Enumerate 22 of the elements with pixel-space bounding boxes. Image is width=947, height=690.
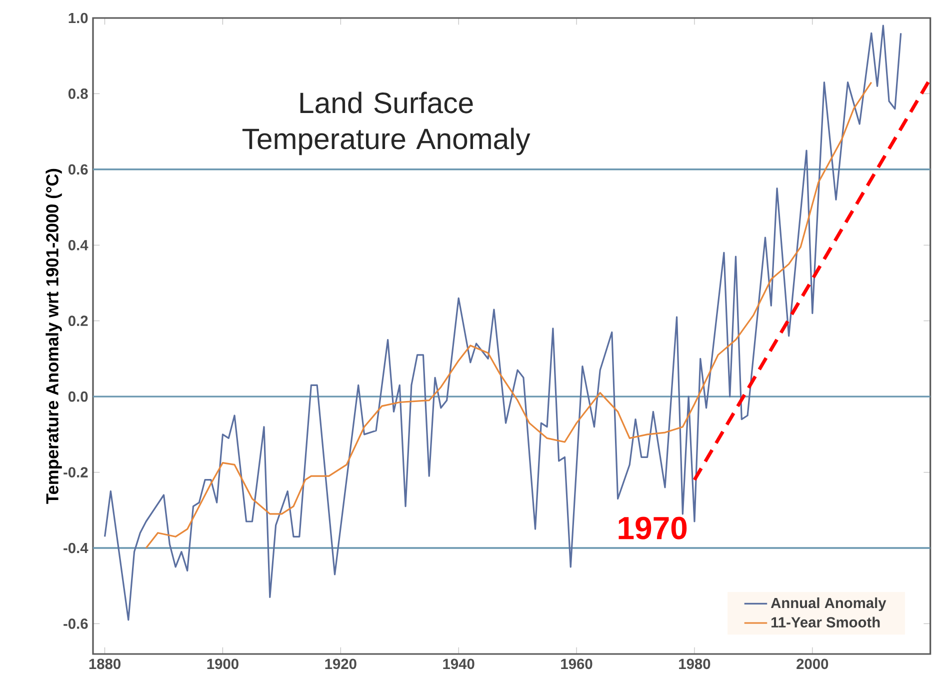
- text: Land Surface Temperature Anomaly: [242, 92, 530, 156]
- y-tick-label: 0.0: [68, 391, 88, 402]
- y-tick-label: 0.2: [68, 316, 88, 326]
- x-tick-label: 2000: [796, 658, 828, 670]
- legend-label: Annual Anomaly: [770, 597, 886, 612]
- x-tick-label: 1980: [679, 658, 710, 670]
- y-tick-label: -0.4: [64, 542, 88, 554]
- x-tick-label: 1960: [561, 658, 592, 670]
- y-tick-label: 0.8: [68, 88, 88, 99]
- line-series: [145, 82, 872, 549]
- x-tick-label: 1900: [207, 658, 238, 670]
- x-tick-label: 1880: [89, 658, 120, 670]
- annotation: 1970: [618, 516, 687, 540]
- x-tick-label: 1940: [443, 658, 474, 670]
- y-axis-title: Temperature Anomaly wrt 1901-2000 (°C): [46, 168, 62, 504]
- y-tick-label: 1.0: [68, 12, 88, 24]
- y-tick-label: 0.6: [68, 164, 88, 175]
- legend-label: 11-Year Smooth: [771, 616, 880, 628]
- x-tick-label: 1920: [325, 658, 356, 670]
- y-tick-label: -0.2: [64, 467, 88, 478]
- y-tick-label: 0.4: [68, 240, 88, 250]
- y-tick-label: -0.6: [64, 618, 88, 629]
